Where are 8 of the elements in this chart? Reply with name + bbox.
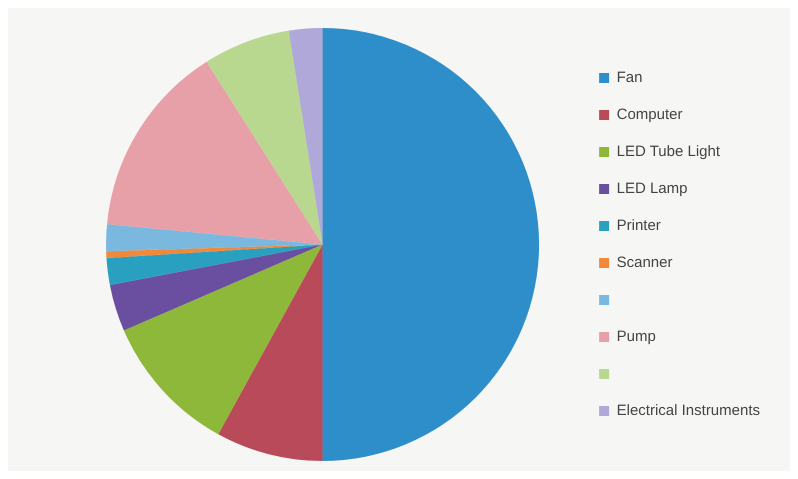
legend-label: Fan: [616, 69, 642, 86]
legend-label: Scanner: [616, 254, 672, 272]
legend-label: Pump: [616, 328, 656, 346]
legend-label: LED Tube Light: [616, 143, 721, 160]
legend-label: Electrical Instruments: [616, 402, 760, 420]
legend-label: Printer: [616, 217, 661, 234]
legend-label: Computer: [616, 106, 682, 124]
legend-label: LED Lamp: [616, 180, 688, 198]
